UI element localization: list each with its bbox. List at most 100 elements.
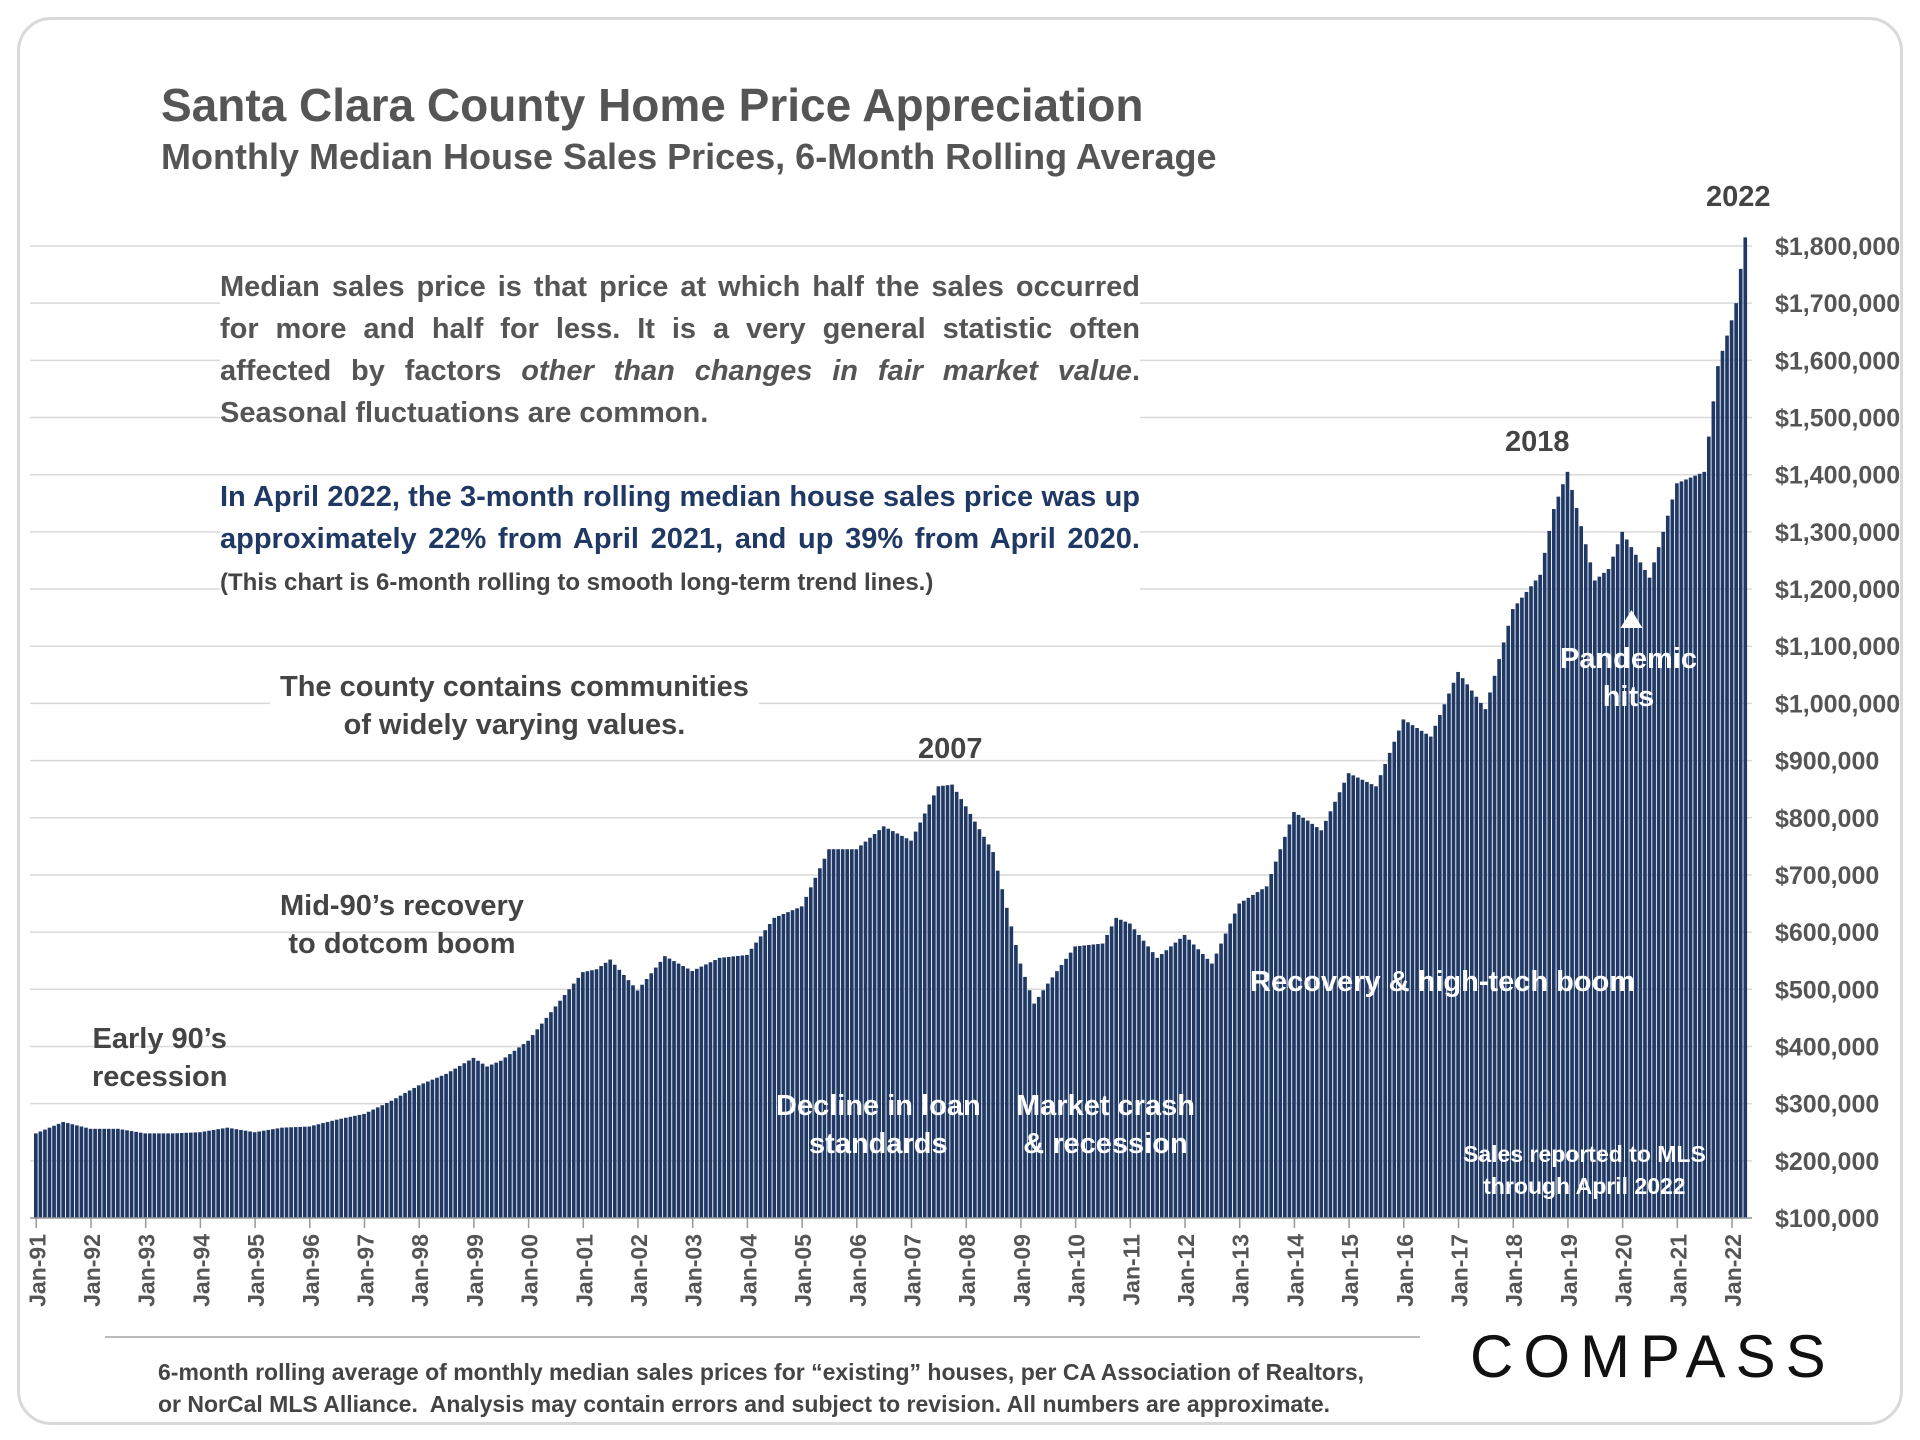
bar bbox=[1734, 303, 1738, 1218]
bar bbox=[612, 964, 617, 1218]
bar bbox=[950, 784, 954, 1218]
annotation-pandemic-hits: Pandemic hits bbox=[1560, 643, 1697, 713]
bar bbox=[343, 1117, 348, 1218]
bar bbox=[722, 957, 726, 1218]
bar bbox=[453, 1068, 458, 1218]
bar bbox=[644, 979, 649, 1218]
x-tick-label: Jan-02 bbox=[626, 1234, 652, 1307]
bar bbox=[1351, 775, 1356, 1218]
median-definition-part-b: . Seasonal fluctuations are common. bbox=[220, 355, 1140, 429]
april-2022-summary-main: In April 2022, the 3-month rolling media… bbox=[220, 481, 1140, 555]
x-tick-label: Jan-04 bbox=[735, 1234, 761, 1307]
bar bbox=[330, 1120, 334, 1218]
bar bbox=[70, 1124, 75, 1218]
bar bbox=[1378, 775, 1383, 1218]
bar bbox=[1014, 944, 1018, 1218]
bar bbox=[1602, 572, 1606, 1218]
bar bbox=[1406, 722, 1410, 1218]
bar bbox=[143, 1133, 148, 1218]
bar bbox=[1232, 913, 1237, 1218]
bar bbox=[503, 1057, 508, 1218]
bar bbox=[111, 1128, 116, 1218]
bar bbox=[1200, 954, 1205, 1218]
bar bbox=[202, 1131, 207, 1218]
bar bbox=[152, 1133, 157, 1218]
bar bbox=[927, 804, 932, 1218]
chart-title: Santa Clara County Home Price Appreciati… bbox=[161, 79, 1144, 131]
bar bbox=[389, 1100, 394, 1218]
bar bbox=[1096, 944, 1100, 1218]
bar bbox=[462, 1063, 467, 1218]
bar bbox=[1725, 335, 1729, 1218]
y-tick-label: $300,000 bbox=[1775, 1091, 1879, 1119]
bar bbox=[1556, 496, 1561, 1218]
bar bbox=[973, 821, 977, 1218]
bar bbox=[831, 849, 836, 1218]
bar bbox=[1150, 952, 1155, 1218]
x-tick-label: Jan-98 bbox=[407, 1234, 433, 1307]
bar bbox=[362, 1113, 366, 1218]
bar bbox=[1652, 562, 1656, 1218]
bar bbox=[1273, 861, 1278, 1218]
bar bbox=[922, 813, 927, 1218]
bar bbox=[1228, 923, 1232, 1218]
bar bbox=[1428, 736, 1433, 1218]
bar bbox=[1679, 481, 1684, 1218]
bar bbox=[1146, 946, 1150, 1218]
bar bbox=[416, 1085, 421, 1218]
bar bbox=[198, 1132, 202, 1218]
bar bbox=[1656, 547, 1661, 1218]
bar bbox=[968, 813, 973, 1218]
bar bbox=[321, 1123, 325, 1218]
bar bbox=[106, 1128, 111, 1218]
bar bbox=[818, 868, 822, 1218]
x-tick-label: Jan-18 bbox=[1501, 1234, 1527, 1307]
bar bbox=[1711, 401, 1716, 1218]
bar bbox=[1729, 320, 1734, 1218]
bar bbox=[407, 1090, 412, 1218]
y-tick-label: $700,000 bbox=[1775, 862, 1879, 890]
bar bbox=[804, 896, 809, 1218]
bar bbox=[1684, 479, 1688, 1218]
bar bbox=[808, 887, 813, 1218]
bar bbox=[777, 915, 781, 1218]
bar bbox=[56, 1123, 61, 1218]
bar bbox=[544, 1017, 549, 1218]
bar bbox=[813, 877, 818, 1218]
bar bbox=[827, 849, 831, 1218]
bar bbox=[1251, 894, 1255, 1218]
bar bbox=[982, 836, 986, 1218]
x-tick-label: Jan-01 bbox=[571, 1234, 597, 1307]
bar bbox=[886, 828, 891, 1218]
x-tick-label: Jan-99 bbox=[462, 1234, 488, 1307]
bar bbox=[79, 1126, 84, 1218]
bar bbox=[663, 956, 667, 1218]
bar bbox=[535, 1029, 540, 1218]
bar bbox=[945, 785, 950, 1218]
bar bbox=[1360, 779, 1365, 1218]
bar bbox=[1506, 625, 1511, 1218]
bar bbox=[1050, 977, 1055, 1218]
bar bbox=[1055, 971, 1059, 1218]
bar bbox=[1492, 675, 1497, 1218]
bar bbox=[1629, 547, 1634, 1218]
bar bbox=[749, 948, 754, 1218]
pandemic-arrow-icon bbox=[1620, 610, 1643, 628]
bar bbox=[1009, 926, 1014, 1218]
bar bbox=[1036, 996, 1041, 1218]
x-tick-label: Jan-10 bbox=[1064, 1234, 1090, 1307]
bar bbox=[936, 786, 941, 1218]
bar bbox=[1255, 892, 1260, 1218]
bar bbox=[986, 844, 991, 1218]
bar bbox=[995, 870, 1000, 1218]
bar bbox=[353, 1115, 357, 1218]
bar bbox=[444, 1073, 448, 1218]
chart-subtitle: Monthly Median House Sales Prices, 6-Mon… bbox=[161, 136, 1217, 177]
bar bbox=[325, 1121, 330, 1218]
bar bbox=[147, 1133, 152, 1218]
bar bbox=[539, 1023, 544, 1218]
bar bbox=[909, 840, 913, 1218]
bar bbox=[480, 1063, 485, 1218]
bar bbox=[1296, 814, 1301, 1218]
bar bbox=[526, 1040, 530, 1218]
